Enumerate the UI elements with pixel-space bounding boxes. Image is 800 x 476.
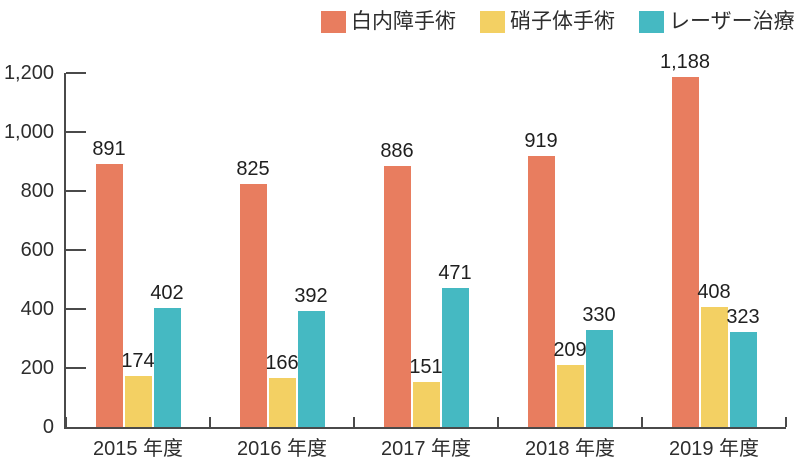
y-axis-tick [66, 190, 86, 192]
legend-swatch-vitrectomy [480, 11, 505, 33]
y-axis-label: 400 [20, 298, 54, 320]
x-axis-tick [785, 417, 787, 427]
legend-label: レーザー治療 [669, 10, 795, 33]
y-axis-label: 1,200 [3, 62, 54, 84]
y-axis-label: 600 [20, 239, 54, 261]
x-axis-label: 2015 年度 [92, 438, 184, 460]
bar-value-label: 919 [524, 129, 558, 152]
bar-cataract-surgery-2018 [527, 155, 555, 427]
bar-value-label: 166 [265, 352, 299, 375]
x-axis-label: 2017 年度 [380, 438, 472, 460]
y-axis-tick [66, 249, 86, 251]
x-axis-label: 2018 年度 [524, 438, 616, 460]
x-axis-tick [353, 417, 355, 427]
bar-value-label: 408 [697, 280, 731, 303]
legend: 白内障手術 硝子体手術 レーザー治療 [321, 10, 795, 34]
bar-cataract-surgery-2019 [671, 76, 699, 427]
legend-swatch-cataract-surgery [321, 11, 346, 33]
bar-value-label: 323 [726, 305, 760, 328]
bar-value-label: 825 [236, 157, 270, 180]
legend-swatch-laser-treatment [639, 11, 664, 33]
bar-value-label: 330 [582, 303, 616, 326]
bar-vitrectomy-2016 [268, 378, 296, 427]
bar-vitrectomy-2019 [700, 306, 728, 427]
bar-value-label: 392 [294, 285, 328, 308]
x-axis-tick [65, 417, 67, 427]
legend-item-laser-treatment: レーザー治療 [639, 10, 795, 34]
bar-vitrectomy-2017 [412, 382, 440, 427]
bar-value-label: 1,188 [659, 50, 711, 73]
x-axis-tick [209, 417, 211, 427]
plot-area: 891 174 402 825 166 392 886 151 471 919 209 330 1,18… [64, 51, 787, 429]
y-axis-label: 200 [20, 357, 54, 379]
y-axis-tick [66, 131, 86, 133]
bar-value-label: 402 [150, 282, 184, 305]
y-axis-tick [66, 367, 86, 369]
bar-value-label: 151 [409, 356, 443, 379]
x-axis-tick [497, 417, 499, 427]
bar-cataract-surgery-2015 [95, 164, 123, 427]
bar-value-label: 886 [380, 139, 414, 162]
bar-laser-treatment-2016 [297, 311, 325, 427]
bar-value-label: 891 [92, 138, 126, 161]
y-axis-label: 1,000 [3, 121, 54, 143]
x-axis-label: 2019 年度 [668, 438, 760, 460]
bar-cataract-surgery-2016 [239, 183, 267, 427]
x-axis-tick [641, 417, 643, 427]
bar-laser-treatment-2019 [729, 331, 757, 427]
bar-value-label: 209 [553, 339, 587, 362]
y-axis-label: 0 [42, 416, 54, 438]
bar-vitrectomy-2018 [556, 365, 584, 427]
bar-cataract-surgery-2017 [383, 165, 411, 427]
y-axis-tick [66, 308, 86, 310]
bar-value-label: 174 [121, 349, 155, 372]
legend-label: 硝子体手術 [510, 10, 615, 33]
x-axis-label: 2016 年度 [236, 438, 328, 460]
legend-item-vitrectomy: 硝子体手術 [480, 10, 615, 34]
bar-vitrectomy-2015 [124, 375, 152, 427]
y-axis-label: 800 [20, 180, 54, 202]
bar-value-label: 471 [438, 262, 472, 285]
bar-laser-treatment-2015 [153, 308, 181, 427]
bar-laser-treatment-2018 [585, 329, 613, 427]
legend-item-cataract-surgery: 白内障手術 [321, 10, 456, 34]
bar-laser-treatment-2017 [441, 288, 469, 427]
y-axis-tick [66, 72, 86, 74]
legend-label: 白内障手術 [351, 10, 456, 33]
